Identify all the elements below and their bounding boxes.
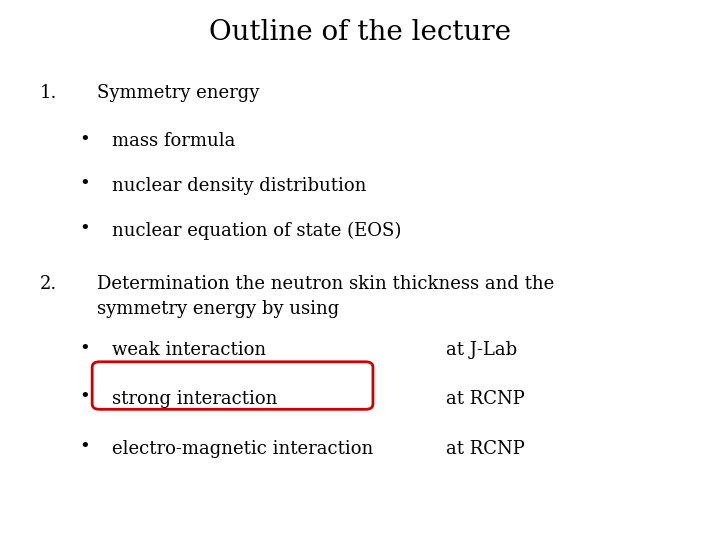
Text: Symmetry energy: Symmetry energy	[97, 84, 260, 102]
Text: •: •	[79, 176, 90, 193]
Text: electro-magnetic interaction: electro-magnetic interaction	[112, 440, 373, 458]
Text: strong interaction: strong interaction	[112, 390, 277, 408]
Text: Outline of the lecture: Outline of the lecture	[209, 19, 511, 46]
Text: •: •	[79, 340, 90, 357]
Text: •: •	[79, 438, 90, 456]
Text: •: •	[79, 388, 90, 406]
Text: 1.: 1.	[40, 84, 57, 102]
Text: •: •	[79, 220, 90, 238]
Text: at RCNP: at RCNP	[446, 390, 525, 408]
Text: nuclear equation of state (EOS): nuclear equation of state (EOS)	[112, 221, 401, 240]
Text: at J-Lab: at J-Lab	[446, 341, 518, 359]
Text: at RCNP: at RCNP	[446, 440, 525, 458]
Text: weak interaction: weak interaction	[112, 341, 266, 359]
Text: Determination the neutron skin thickness and the
symmetry energy by using: Determination the neutron skin thickness…	[97, 275, 554, 319]
Text: 2.: 2.	[40, 275, 57, 293]
Text: nuclear density distribution: nuclear density distribution	[112, 177, 366, 195]
Text: •: •	[79, 131, 90, 149]
Text: mass formula: mass formula	[112, 132, 235, 150]
